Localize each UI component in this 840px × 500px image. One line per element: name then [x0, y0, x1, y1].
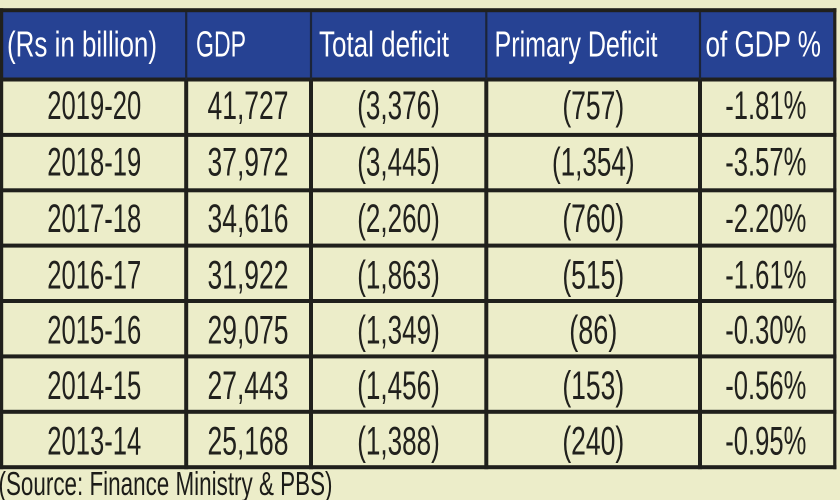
svg-text:2013-14: 2013-14: [47, 420, 141, 464]
svg-text:(3,445): (3,445): [357, 141, 440, 185]
svg-text:(153): (153): [562, 364, 624, 408]
svg-text:(Source: Finance Ministry & PB: (Source: Finance Ministry & PBS): [0, 465, 333, 500]
svg-text:2017-18: 2017-18: [47, 197, 141, 241]
svg-text:(760): (760): [562, 197, 624, 241]
svg-text:25,168: 25,168: [208, 420, 289, 464]
svg-text:Primary Deficit: Primary Deficit: [495, 24, 658, 65]
svg-text:27,443: 27,443: [208, 364, 289, 408]
svg-text:34,616: 34,616: [208, 197, 289, 241]
svg-text:29,075: 29,075: [208, 309, 289, 353]
svg-text:(1,388): (1,388): [357, 420, 440, 464]
svg-text:-0.56%: -0.56%: [725, 364, 806, 408]
svg-text:Total deficit: Total deficit: [319, 24, 449, 65]
svg-text:-0.95%: -0.95%: [725, 420, 806, 464]
svg-text:2018-19: 2018-19: [47, 141, 141, 185]
svg-text:(757): (757): [562, 84, 624, 128]
svg-text:-1.81%: -1.81%: [725, 84, 806, 128]
svg-text:of GDP %: of GDP %: [706, 24, 822, 65]
svg-text:-0.30%: -0.30%: [725, 309, 806, 353]
svg-text:GDP: GDP: [196, 24, 246, 65]
svg-text:(3,376): (3,376): [357, 84, 440, 128]
svg-text:(86): (86): [569, 309, 617, 353]
svg-text:(1,456): (1,456): [357, 364, 440, 408]
svg-text:-1.61%: -1.61%: [725, 254, 806, 298]
svg-text:(Rs in billion): (Rs in billion): [7, 24, 157, 65]
svg-text:2019-20: 2019-20: [47, 84, 141, 128]
svg-text:31,922: 31,922: [208, 254, 289, 298]
svg-text:(1,354): (1,354): [552, 141, 635, 185]
svg-text:(1,863): (1,863): [357, 254, 440, 298]
svg-text:2015-16: 2015-16: [47, 309, 141, 353]
svg-text:-2.20%: -2.20%: [725, 197, 806, 241]
svg-text:(1,349): (1,349): [357, 309, 440, 353]
svg-text:(2,260): (2,260): [357, 197, 440, 241]
svg-text:41,727: 41,727: [208, 84, 289, 128]
svg-text:(240): (240): [562, 420, 624, 464]
svg-text:2014-15: 2014-15: [47, 364, 141, 408]
svg-text:-3.57%: -3.57%: [725, 141, 806, 185]
svg-text:2016-17: 2016-17: [47, 254, 141, 298]
svg-text:37,972: 37,972: [208, 141, 289, 185]
svg-text:(515): (515): [562, 254, 624, 298]
